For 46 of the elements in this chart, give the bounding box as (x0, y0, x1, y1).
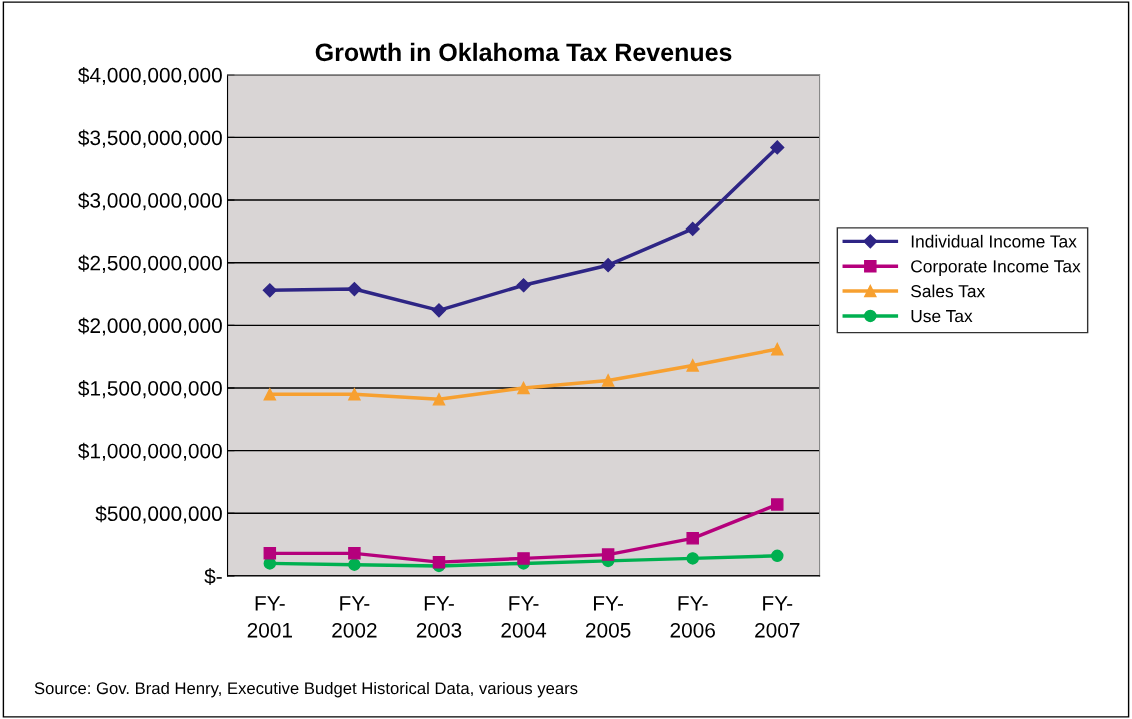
point (263, 547, 277, 560)
point (432, 393, 446, 406)
point (432, 555, 446, 569)
legend-label: Individual Income Tax (911, 234, 1077, 248)
point (516, 278, 531, 293)
y-tick-label: $2,500,000,000 (78, 254, 222, 273)
point (263, 388, 277, 401)
point (601, 258, 616, 273)
legend-label: Use Tax (911, 310, 973, 323)
source-note: Source: Gov. Brad Henry, Executive Budget Historical Data, various years (34, 681, 578, 698)
point (431, 303, 447, 318)
point (770, 140, 785, 155)
point (771, 549, 784, 563)
point (685, 221, 700, 236)
point (686, 532, 699, 545)
chart-title: Growth in Oklahoma Tax Revenues (315, 42, 732, 62)
point (348, 547, 361, 560)
point (601, 548, 615, 561)
point (347, 281, 362, 297)
x-tick-label: FY- 2004 (501, 596, 547, 638)
point (601, 374, 615, 387)
x-tick-label: FY- 2005 (586, 596, 631, 638)
y-tick-label: $4,000,000,000 (78, 66, 222, 85)
x-tick-label: FY- 2002 (332, 596, 377, 638)
y-tick-label: $2,000,000,000 (78, 317, 222, 336)
point (517, 552, 530, 565)
point (348, 558, 361, 571)
point (348, 388, 361, 401)
y-tick-label: $500,000,000 (95, 505, 222, 524)
x-tick-label: FY- 2003 (416, 596, 462, 638)
legend-label: Sales Tax (911, 284, 986, 298)
point (771, 342, 784, 356)
x-tick-label: FY- 2006 (670, 596, 715, 638)
y-tick-label: $1,500,000,000 (78, 380, 222, 399)
y-tick-label: $3,000,000,000 (78, 192, 222, 211)
point (262, 283, 277, 298)
y-tick-label: $1,000,000,000 (78, 442, 222, 461)
y-tick-label: $3,500,000,000 (78, 129, 222, 148)
x-tick-label: FY- 2007 (755, 596, 800, 638)
point (771, 498, 784, 511)
point (517, 381, 530, 395)
legend-label: Corporate Income Tax (911, 260, 1081, 276)
point (686, 359, 699, 372)
y-tick-label: $- (204, 568, 222, 585)
x-tick-label: FY- 2001 (247, 596, 292, 638)
point (686, 552, 699, 565)
